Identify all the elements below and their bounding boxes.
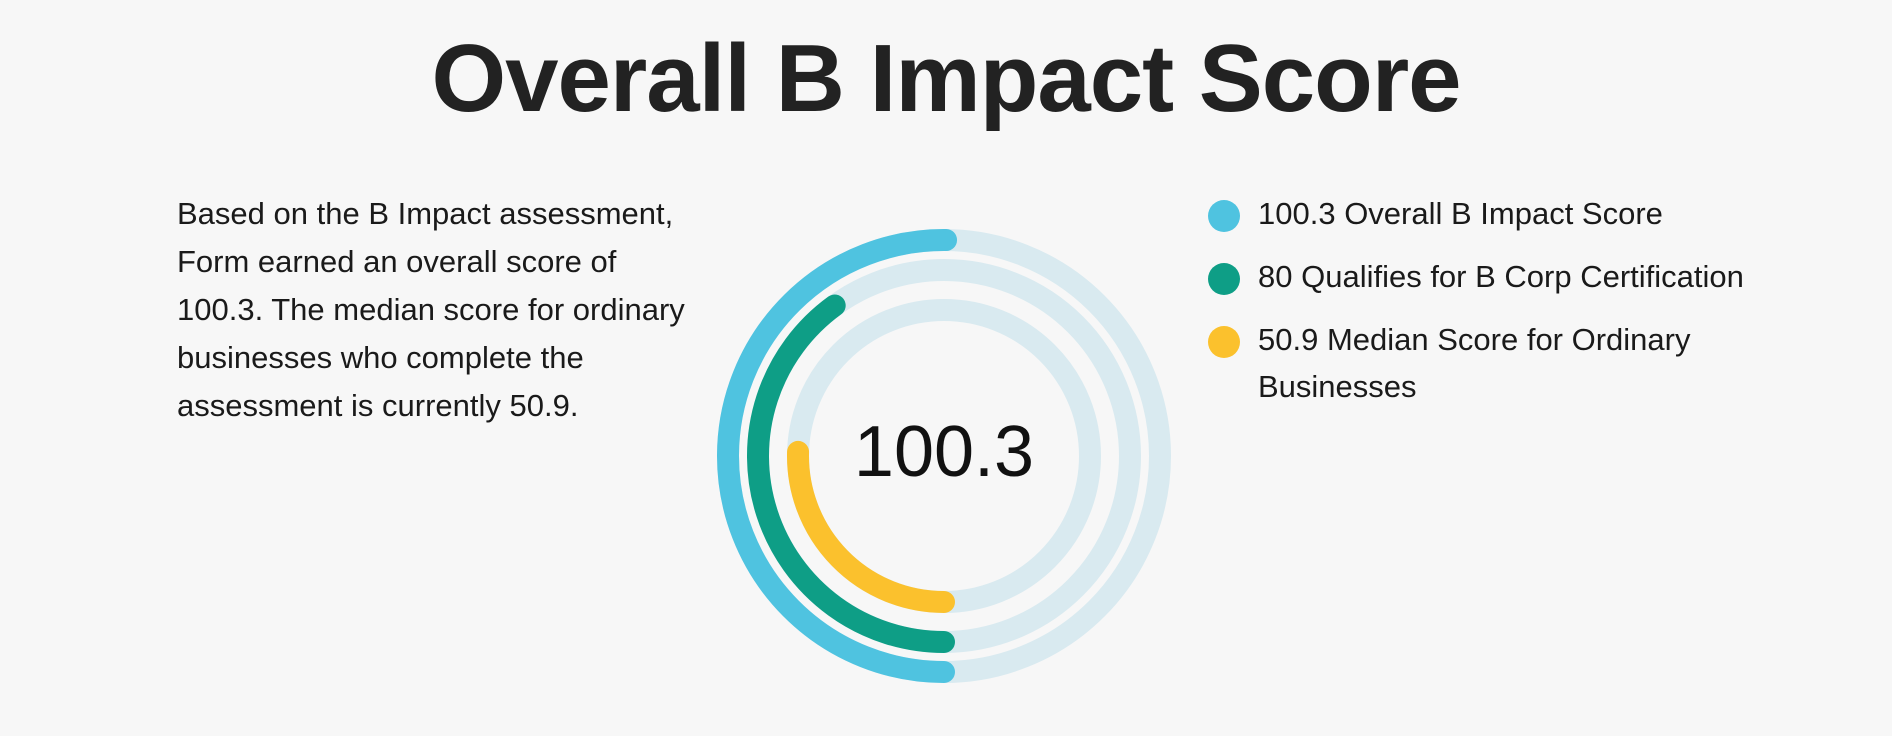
legend-swatch-overall-score [1208,200,1240,232]
chart-legend: 100.3 Overall B Impact Score 80 Qualifie… [1208,190,1768,426]
center-score-value: 100.3 [854,412,1034,492]
chart-rings [717,229,1171,683]
ring-arc-qualifies-b-corp [747,294,955,653]
legend-swatch-qualifies-b-corp [1208,263,1240,295]
ring-arc-overall-score [717,229,958,683]
legend-item-median-score: 50.9 Median Score for Ordinary Businesse… [1208,316,1768,410]
legend-label-median-score: 50.9 Median Score for Ordinary Businesse… [1258,322,1691,404]
ring-arc-median-score [787,440,955,613]
score-description: Based on the B Impact assessment, Form e… [177,196,685,423]
legend-label-overall-score: 100.3 Overall B Impact Score [1258,196,1663,231]
page-title: Overall B Impact Score [431,25,1461,132]
legend-item-qualifies-b-corp: 80 Qualifies for B Corp Certification [1208,253,1768,300]
radial-score-chart: 100.3 [709,221,1179,691]
legend-label-qualifies-b-corp: 80 Qualifies for B Corp Certification [1258,259,1744,294]
radial-chart-svg: 100.3 [717,229,1171,683]
legend-swatch-median-score [1208,326,1240,358]
legend-item-overall-score: 100.3 Overall B Impact Score [1208,190,1768,237]
